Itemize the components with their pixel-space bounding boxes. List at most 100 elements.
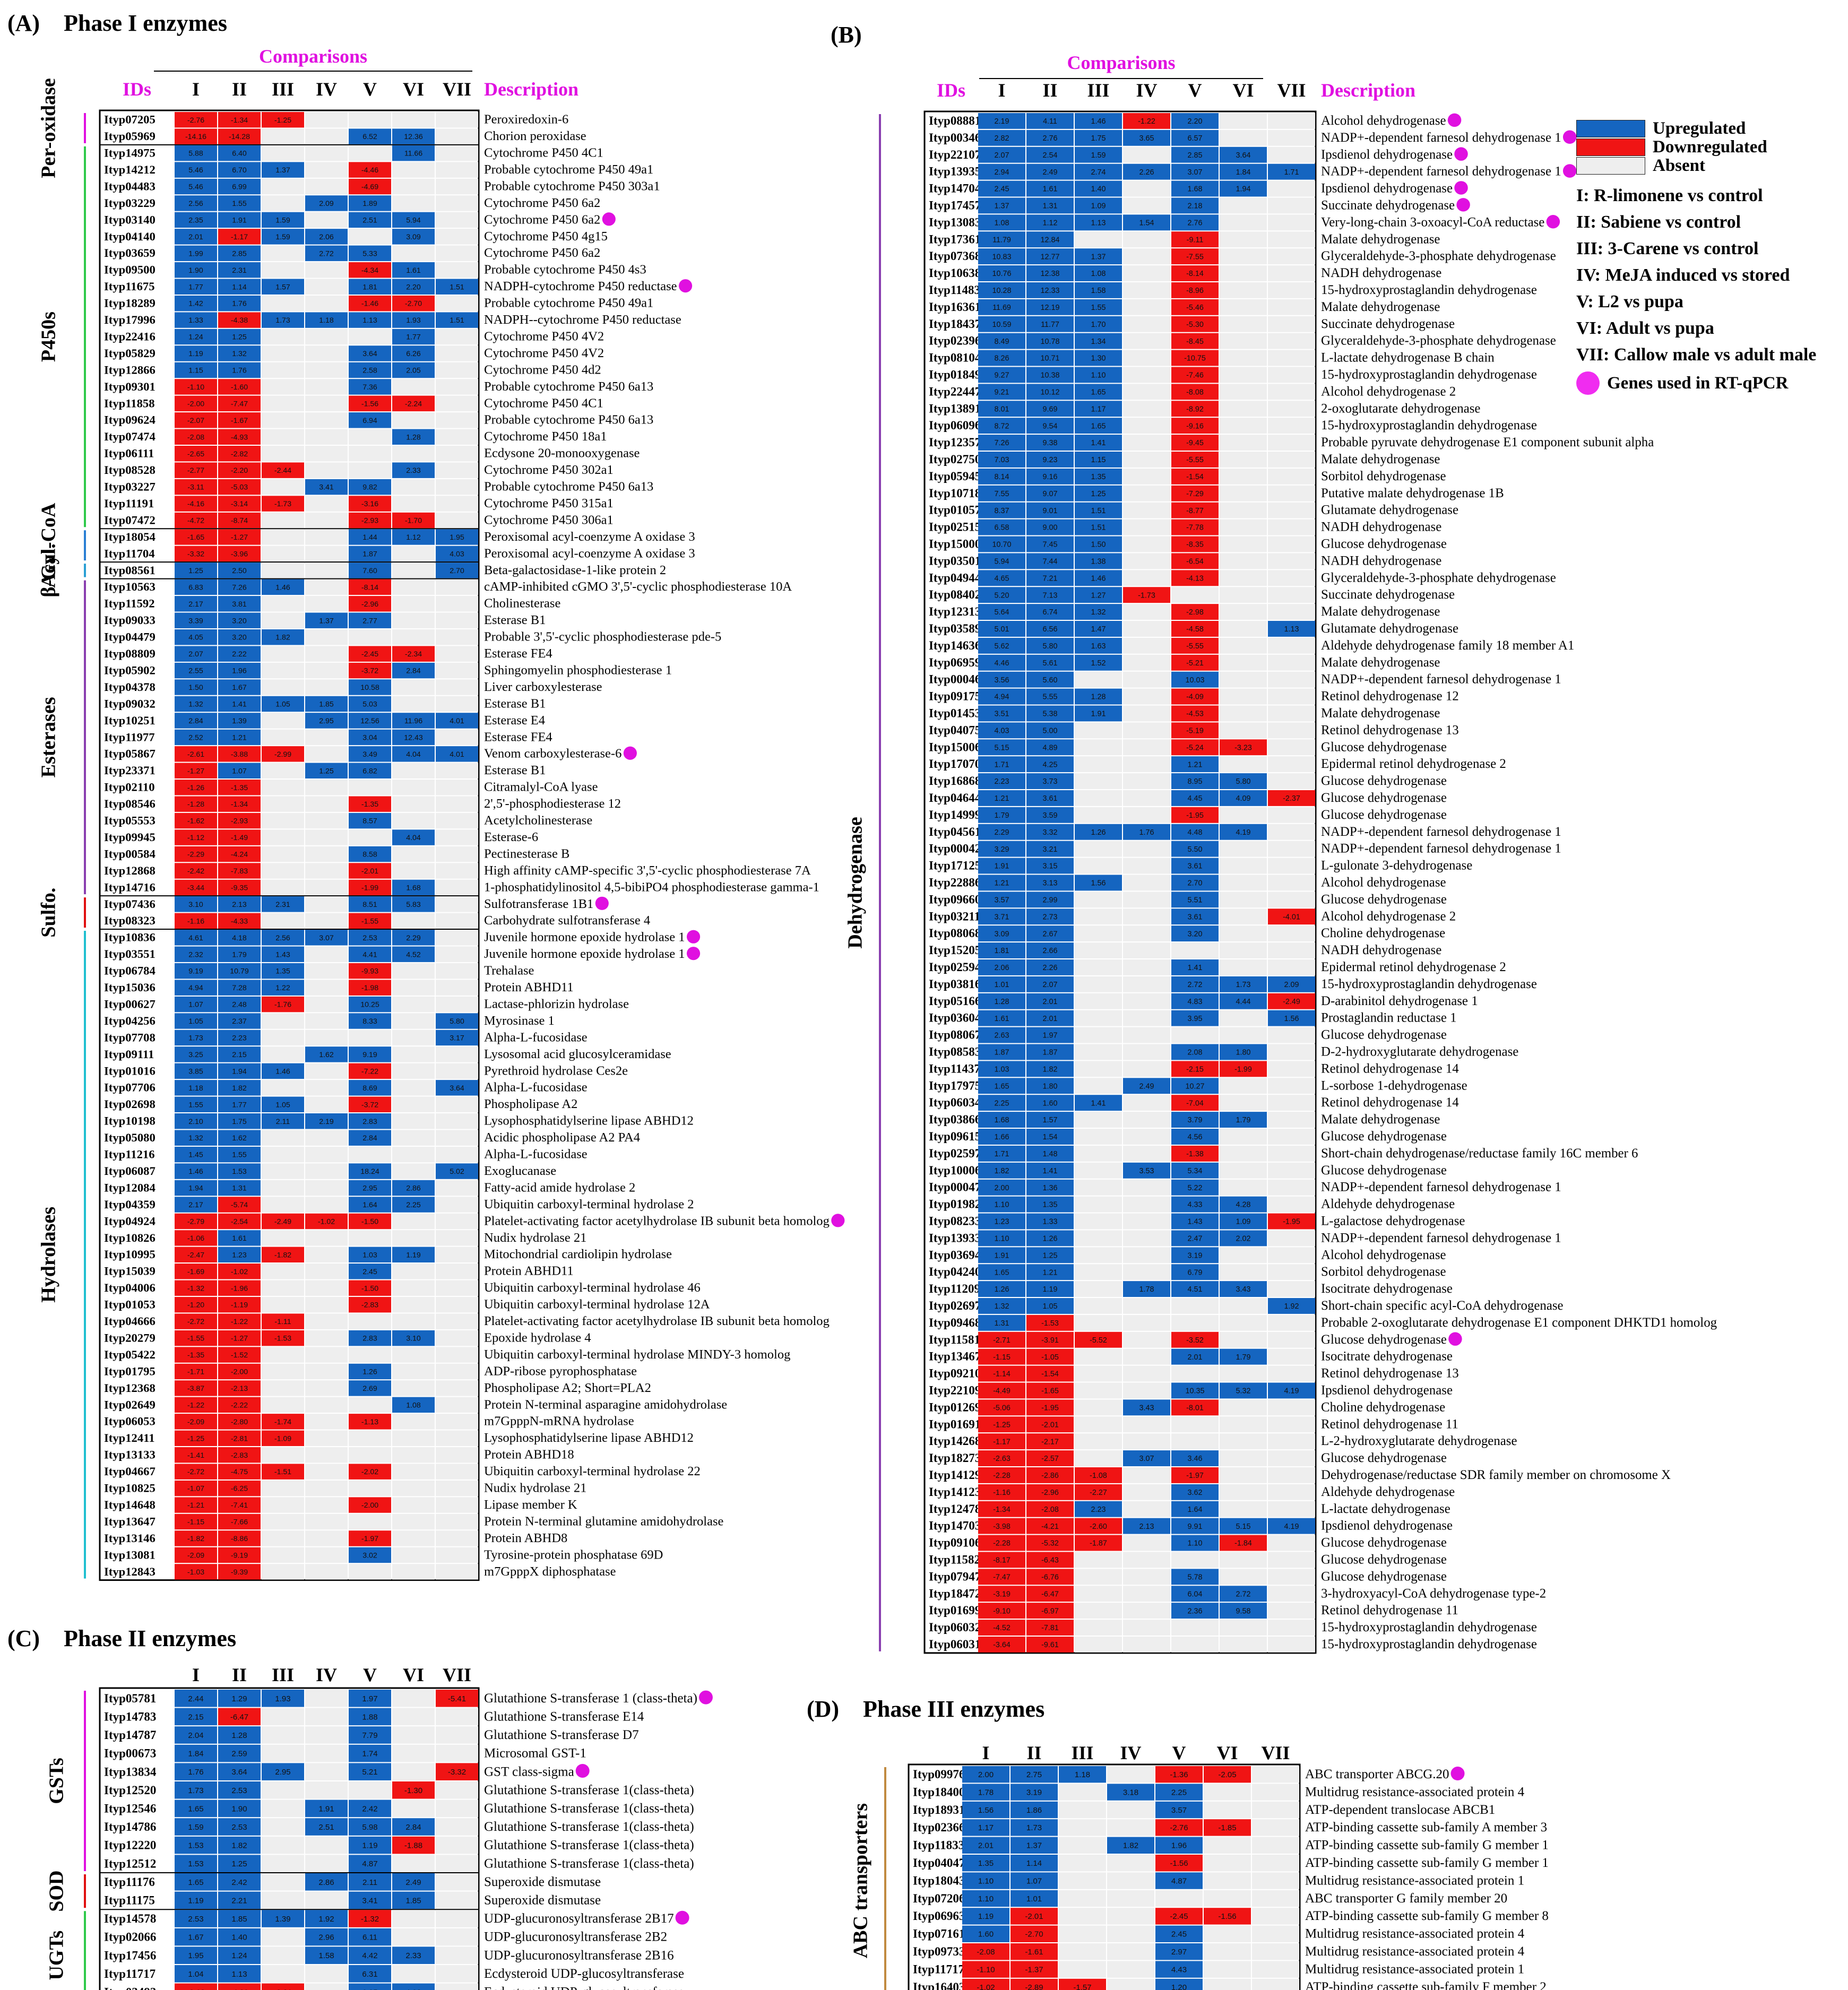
cell-value: 1.87 xyxy=(362,549,377,558)
gene-description: Retinol dehydrogenase 14 xyxy=(1321,1061,1459,1076)
heatmap-cell xyxy=(1075,113,1122,129)
heatmap-cell xyxy=(175,896,217,912)
gene-id: Ityp05553 xyxy=(104,814,156,827)
gene-description: Protein ABHD11 xyxy=(484,980,574,994)
heatmap-cell xyxy=(1171,1281,1219,1297)
cell-value: -1.27 xyxy=(187,766,204,775)
heatmap-cell xyxy=(1252,1978,1299,1990)
gene-description: Cholinesterase xyxy=(484,596,560,611)
gene-id: Ityp18931 xyxy=(913,1803,965,1816)
heatmap-cell xyxy=(392,629,435,645)
heatmap-cell xyxy=(1171,773,1219,789)
gene-description: Glucose dehydrogenase xyxy=(1321,1451,1447,1465)
heatmap-cell xyxy=(1026,350,1074,366)
cell-value: 4.19 xyxy=(1284,1387,1299,1396)
heatmap-cell xyxy=(175,1080,217,1096)
heatmap-cell xyxy=(1220,282,1267,298)
heatmap-cell xyxy=(436,1197,478,1213)
heatmap-cell xyxy=(978,1450,1025,1466)
heatmap-cell xyxy=(262,1891,304,1909)
heatmap-cell xyxy=(305,546,348,562)
gene-description: ATP-dependent translocase ABCB1 xyxy=(1305,1803,1495,1817)
rtqpcr-marker xyxy=(686,947,701,961)
legend-swatch-down xyxy=(1576,139,1645,156)
heatmap-cell xyxy=(436,128,478,144)
heatmap-cell xyxy=(392,879,435,896)
heatmap-cell xyxy=(1171,671,1219,688)
heatmap-cell xyxy=(305,963,348,979)
cell-value: 1.41 xyxy=(1043,1167,1058,1175)
gene-description: Peroxisomal acyl-coenzyme A oxidase 3 xyxy=(484,546,695,560)
heatmap-cell xyxy=(175,379,217,395)
heatmap-cell xyxy=(1075,265,1122,281)
heatmap-cell xyxy=(1026,1095,1074,1111)
cell-value: 1.10 xyxy=(1188,1539,1203,1548)
heatmap-cell xyxy=(349,946,391,962)
heatmap-cell xyxy=(1123,1433,1170,1450)
cell-value: 3.79 xyxy=(1188,1116,1203,1124)
heatmap-cell xyxy=(305,829,348,845)
heatmap-cell xyxy=(218,1818,261,1836)
gene-id: Ityp10995 xyxy=(104,1248,156,1261)
rtqpcr-marker xyxy=(678,279,693,293)
heatmap-cell xyxy=(1075,1027,1122,1043)
heatmap-cell xyxy=(218,195,261,211)
heatmap-cell xyxy=(305,112,348,128)
cell-value: 2.05 xyxy=(406,366,421,375)
cell-value: -1.51 xyxy=(274,1467,291,1476)
gene-description: Platelet-activating factor acetylhydrola… xyxy=(484,1314,830,1328)
column-header-IV: IV xyxy=(316,1664,337,1685)
heatmap-cell xyxy=(262,1296,304,1313)
cell-value: 2.32 xyxy=(188,950,203,958)
heatmap-cell xyxy=(392,1965,435,1983)
heatmap-cell xyxy=(1268,350,1315,366)
cell-value: 4.48 xyxy=(1188,828,1203,837)
cell-value: 8.51 xyxy=(362,900,377,909)
heatmap-cell xyxy=(349,1063,391,1079)
heatmap-cell xyxy=(218,780,261,795)
cell-value: -4.58 xyxy=(1186,625,1204,634)
heatmap-cell xyxy=(218,1414,261,1430)
heatmap-cell xyxy=(436,345,478,361)
cell-value: -1.56 xyxy=(1170,1859,1188,1868)
cell-value: -1.69 xyxy=(187,1267,204,1276)
heatmap-cell xyxy=(305,1799,348,1818)
heatmap-cell xyxy=(1268,485,1315,501)
heatmap-cell xyxy=(1011,1837,1058,1854)
heatmap-cell xyxy=(175,913,217,929)
gene-id: Ityp02697 xyxy=(929,1299,981,1312)
heatmap-cell xyxy=(1123,942,1170,958)
heatmap-cell xyxy=(1268,1365,1315,1382)
cell-value: 2.13 xyxy=(232,900,247,909)
cell-value: 5.55 xyxy=(1043,693,1058,702)
heatmap-cell xyxy=(218,1296,261,1313)
cell-value: -1.20 xyxy=(187,1301,204,1309)
heatmap-cell xyxy=(436,1163,478,1179)
heatmap-cell xyxy=(1123,1112,1170,1128)
heatmap-cell xyxy=(1220,875,1267,891)
cell-value: 8.58 xyxy=(362,850,377,859)
heatmap-cell xyxy=(218,612,261,628)
cell-value: -5.52 xyxy=(1090,1336,1107,1345)
cell-value: -7.46 xyxy=(1186,371,1204,380)
gene-description: Short-chain specific acyl-CoA dehydrogen… xyxy=(1321,1299,1564,1313)
cell-value: 5.15 xyxy=(1236,1522,1251,1531)
heatmap-cell xyxy=(392,112,435,128)
cell-value: 12.84 xyxy=(1041,236,1060,244)
heatmap-cell xyxy=(218,1744,261,1762)
heatmap-cell xyxy=(218,1096,261,1112)
heatmap-cell xyxy=(1220,858,1267,874)
gene-description: Sorbitol dehydrogenase xyxy=(1321,469,1446,483)
gene-id: Ityp03493 xyxy=(104,1986,156,1990)
cell-value: 4.93 xyxy=(405,1988,421,1990)
rtqpcr-marker xyxy=(1562,164,1577,178)
heatmap-cell xyxy=(1268,401,1315,417)
heatmap-cell xyxy=(1075,959,1122,975)
heatmap-cell xyxy=(1252,1801,1299,1819)
gene-description: Carbohydrate sulfotransferase 4 xyxy=(484,913,650,928)
heatmap-cell xyxy=(1171,1603,1219,1619)
heatmap-cell xyxy=(1026,1569,1074,1585)
heatmap-cell xyxy=(978,519,1025,535)
heatmap-cell xyxy=(436,496,478,512)
heatmap-cell xyxy=(1268,875,1315,891)
